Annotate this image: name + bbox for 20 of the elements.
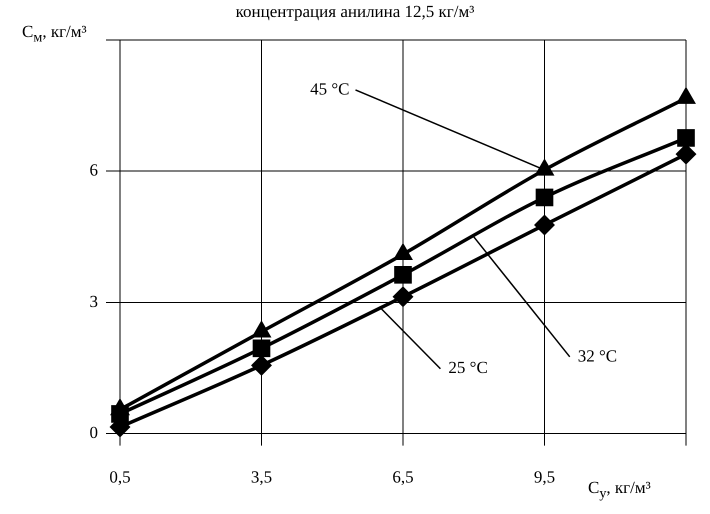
y-axis-title: C$_{м}$, кг/м³ xyxy=(22,22,87,46)
point xyxy=(677,129,695,147)
x-axis-title: C$_{у}$, кг/м³ xyxy=(588,478,651,502)
y-tick-label: 6 xyxy=(90,160,98,180)
y-tick-label: 0 xyxy=(90,423,98,442)
annotation: 25 °C xyxy=(448,358,488,378)
annotation: 32 °C xyxy=(578,346,618,366)
point xyxy=(252,356,272,376)
x-tick-label: 3,5 xyxy=(250,467,272,486)
point xyxy=(393,286,413,306)
point xyxy=(252,340,270,358)
point xyxy=(536,188,554,206)
x-tick-label: 6,5 xyxy=(392,467,414,486)
y-tick-label: 3 xyxy=(90,292,98,311)
x-tick-label: 9,5 xyxy=(534,467,556,486)
point xyxy=(534,215,554,235)
point xyxy=(394,266,412,284)
chart-title: концентрация анилина 12,5 кг/м³ xyxy=(234,2,476,22)
x-tick-label: 0,5 xyxy=(109,467,131,486)
annotation: 45 °C xyxy=(310,79,350,98)
